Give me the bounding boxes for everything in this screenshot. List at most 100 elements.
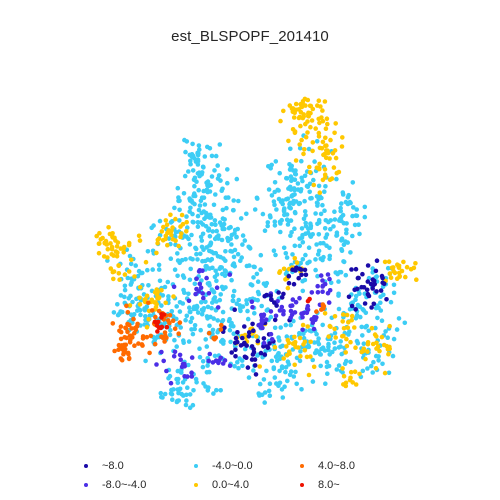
map-point <box>189 152 195 157</box>
map-point <box>118 246 124 251</box>
map-point <box>300 278 305 284</box>
map-point <box>322 311 328 316</box>
map-point <box>277 170 283 176</box>
map-point <box>256 391 262 396</box>
map-point <box>251 368 256 373</box>
map-point <box>285 378 290 384</box>
map-point <box>291 318 296 324</box>
map-point <box>359 284 364 290</box>
map-point <box>252 311 257 316</box>
map-point <box>273 159 279 164</box>
map-point <box>275 352 281 358</box>
map-point <box>240 363 245 369</box>
map-point <box>213 358 219 364</box>
map-point <box>184 229 189 234</box>
map-point <box>184 219 189 225</box>
map-point <box>327 245 332 251</box>
map-point <box>210 300 215 305</box>
map-point <box>339 238 344 243</box>
map-point <box>364 287 370 293</box>
map-point <box>218 355 224 361</box>
map-point <box>212 168 217 173</box>
map-point <box>408 266 414 272</box>
map-point <box>233 340 238 346</box>
map-point <box>268 314 274 320</box>
map-point <box>115 302 120 307</box>
map-point <box>129 257 134 263</box>
map-point <box>206 385 211 390</box>
map-point <box>214 285 220 291</box>
map-point <box>308 339 314 345</box>
map-point <box>178 325 183 330</box>
map-point <box>209 222 215 227</box>
map-point <box>274 381 279 386</box>
map-point <box>132 274 137 279</box>
map-point <box>263 348 268 354</box>
map-point <box>155 237 161 243</box>
map-point <box>118 336 124 342</box>
map-point <box>201 165 206 170</box>
legend-swatch-class-6 <box>300 483 304 487</box>
map-point <box>413 261 418 266</box>
map-point <box>324 116 330 121</box>
map-point <box>153 336 159 341</box>
map-point <box>314 194 320 199</box>
map-point <box>125 310 131 315</box>
map-point <box>272 180 278 185</box>
map-point <box>163 233 169 239</box>
map-point <box>297 358 303 364</box>
map-point <box>97 230 102 236</box>
map-point <box>182 137 187 143</box>
map-point <box>183 149 188 155</box>
map-point <box>297 200 303 206</box>
map-point <box>292 255 298 261</box>
map-point <box>231 288 237 294</box>
map-point <box>176 195 181 200</box>
map-point <box>215 329 220 335</box>
map-point <box>182 173 188 179</box>
map-point <box>261 340 267 346</box>
map-point <box>293 299 299 305</box>
map-point <box>189 374 195 379</box>
map-point <box>286 273 292 279</box>
map-point <box>366 328 372 334</box>
map-point <box>401 259 406 265</box>
map-point <box>235 251 241 257</box>
map-point <box>292 226 297 231</box>
map-point <box>219 188 224 193</box>
map-point <box>177 386 183 392</box>
map-point <box>200 359 206 364</box>
map-point <box>265 345 271 351</box>
map-point <box>229 350 234 355</box>
map-point <box>217 266 222 272</box>
map-point <box>205 257 211 262</box>
map-point <box>116 271 122 276</box>
map-point <box>246 330 252 335</box>
map-point <box>318 273 324 278</box>
map-point <box>175 185 181 191</box>
map-point <box>266 388 272 394</box>
map-point <box>360 271 365 277</box>
map-point <box>237 303 243 308</box>
map-point <box>233 335 239 341</box>
map-point <box>201 306 207 311</box>
map-point <box>287 200 293 206</box>
map-point <box>307 189 313 195</box>
map-point <box>209 249 214 255</box>
map-point <box>277 368 282 374</box>
map-point <box>298 354 303 359</box>
map-point <box>126 269 132 274</box>
map-point <box>297 330 302 336</box>
map-point <box>391 282 397 288</box>
map-point <box>320 139 326 145</box>
map-point <box>271 366 277 372</box>
map-point <box>191 177 197 183</box>
map-point <box>361 341 367 347</box>
map-point <box>336 363 342 368</box>
map-point <box>176 243 181 249</box>
map-point <box>376 354 381 359</box>
map-point <box>316 130 322 136</box>
map-point <box>380 275 385 281</box>
map-point <box>286 349 292 355</box>
map-point <box>386 370 392 376</box>
